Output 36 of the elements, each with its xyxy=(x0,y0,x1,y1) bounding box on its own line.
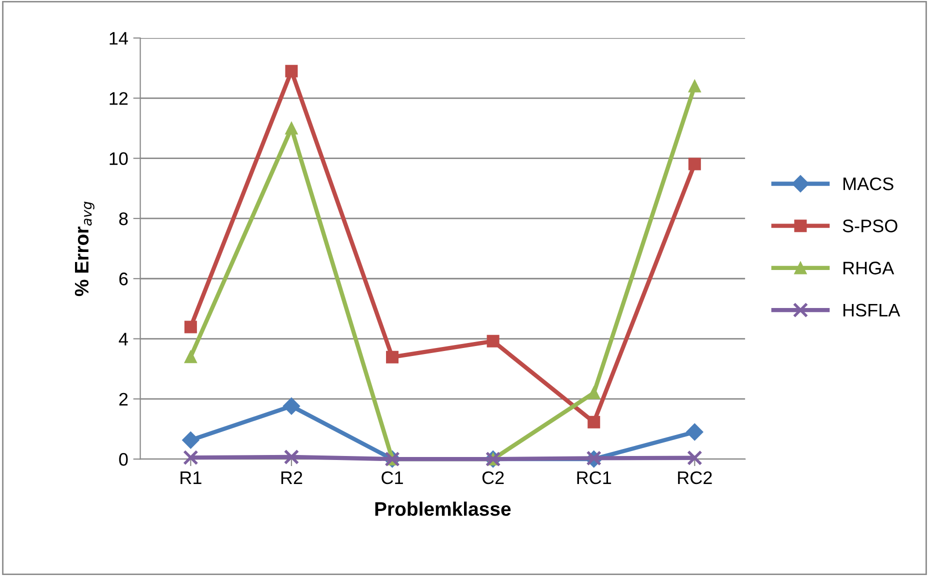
point xyxy=(184,320,197,334)
y-tick-label: 12 xyxy=(110,92,128,105)
y-tick-label: 2 xyxy=(119,392,128,406)
point xyxy=(588,416,600,428)
y-tick-label: 14 xyxy=(110,32,128,45)
point xyxy=(285,122,298,134)
y-tick-label: 0 xyxy=(119,453,128,466)
legend-label: S-PSO xyxy=(842,220,898,232)
point xyxy=(688,158,701,170)
y-tick-label: 8 xyxy=(119,212,128,226)
y-tick-label: 4 xyxy=(118,332,128,346)
y-axis-title: % Error$_{avg}$ xyxy=(74,202,94,296)
point xyxy=(284,449,300,465)
point xyxy=(182,432,200,449)
point xyxy=(285,64,298,78)
point xyxy=(688,80,701,92)
point xyxy=(386,350,399,364)
x-tick-label: RC1 xyxy=(577,471,612,484)
y-tick-label: 6 xyxy=(119,272,128,286)
point xyxy=(486,334,500,348)
legend-label: RHGA xyxy=(843,262,894,274)
x-tick-label: R1 xyxy=(180,472,202,484)
point xyxy=(183,450,198,466)
point xyxy=(184,350,197,364)
point xyxy=(588,386,600,400)
x-tick-label: RC2 xyxy=(678,471,712,484)
y-tick-label: 10 xyxy=(110,152,128,166)
x-tick-label: C1 xyxy=(382,471,403,484)
point xyxy=(687,450,702,466)
x-tick-label: R2 xyxy=(281,471,302,484)
legend-label: HSFLA xyxy=(843,304,900,317)
point xyxy=(686,423,704,441)
legend-label: MACS xyxy=(843,177,894,190)
x-tick-label: C2 xyxy=(482,471,504,484)
x-axis-title: Problemklasse xyxy=(375,502,511,516)
point xyxy=(282,398,300,415)
